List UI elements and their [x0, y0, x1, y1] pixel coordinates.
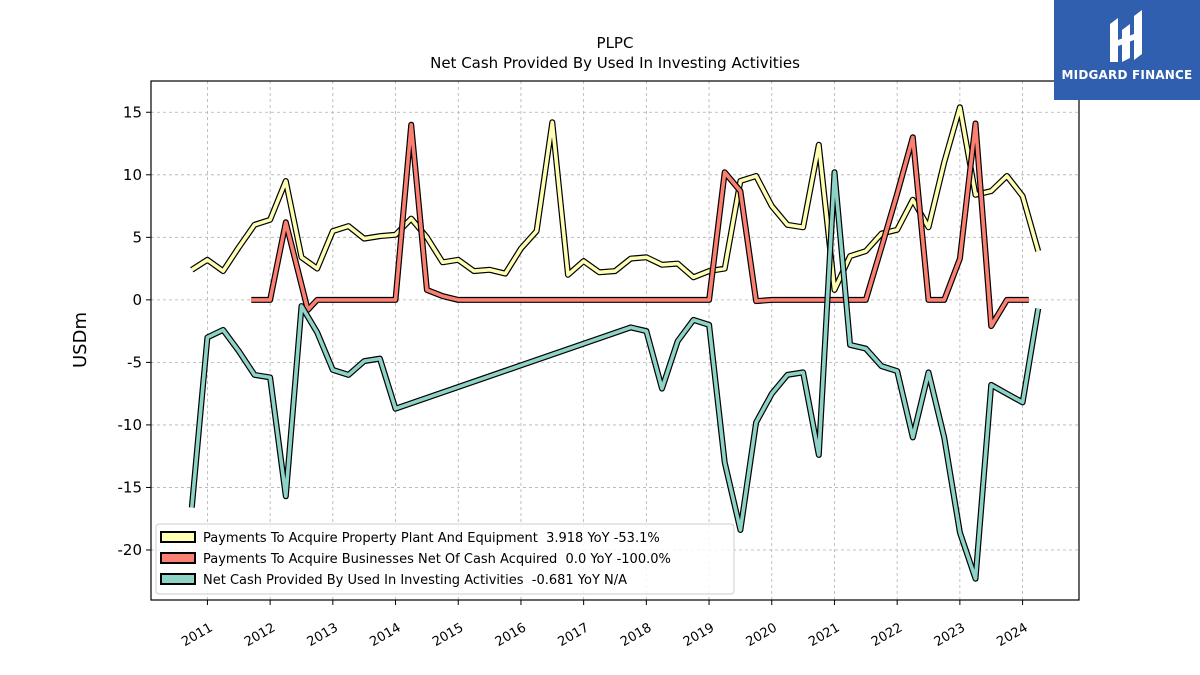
logo-text: MIDGARD FINANCE	[1061, 68, 1193, 82]
x-tick-label: 2024	[994, 620, 1030, 650]
legend-box	[155, 523, 735, 595]
y-ticks: 15 10 5 0 -5 -10 -15 -20	[118, 103, 151, 559]
legend-label-0: Payments To Acquire Property Plant And E…	[203, 531, 660, 546]
x-tick-label: 2020	[744, 620, 780, 650]
series-lines	[188, 104, 1042, 582]
series-outline-1	[251, 120, 1029, 330]
grid-lines	[151, 81, 1079, 600]
y-tick-label: -20	[118, 541, 143, 559]
y-axis-label: USDm	[70, 312, 91, 368]
legend-label-2: Net Cash Provided By Used In Investing A…	[203, 573, 627, 588]
series-line-1	[251, 121, 1029, 328]
y-tick-label: 0	[132, 291, 142, 309]
legend: Payments To Acquire Property Plant And E…	[155, 523, 735, 595]
x-tick-label: 2018	[618, 620, 654, 650]
x-tick-label: 2012	[242, 620, 278, 650]
x-tick-label: 2014	[367, 620, 403, 650]
y-tick-label: 5	[132, 228, 142, 246]
x-tick-label: 2015	[430, 620, 466, 650]
legend-swatch-0	[160, 531, 196, 543]
series-outline-2	[188, 169, 1042, 582]
chart-title: PLPC	[597, 34, 634, 52]
x-tick-label: 2022	[869, 620, 905, 650]
series-line-2	[190, 170, 1040, 581]
logo-mark-icon	[1110, 10, 1142, 62]
y-tick-label: -15	[118, 478, 143, 496]
x-tick-label: 2013	[305, 620, 341, 650]
x-tick-label: 2017	[555, 620, 591, 650]
x-tick-label: 2019	[681, 620, 717, 650]
legend-swatch-2	[160, 573, 196, 585]
x-tick-label: 2016	[493, 620, 529, 650]
legend-swatch-1	[160, 552, 196, 564]
x-tick-label: 2023	[932, 620, 968, 650]
x-tick-label: 2011	[179, 620, 215, 650]
plot-frame	[150, 80, 1080, 601]
y-tick-label: -5	[127, 353, 142, 371]
chart-subtitle: Net Cash Provided By Used In Investing A…	[430, 54, 800, 72]
y-tick-label: -10	[118, 416, 143, 434]
y-tick-label: 10	[123, 166, 142, 184]
x-ticks: 2011 2012 2013 2014 2015 2016 2017 2018 2019 2020…	[179, 600, 1031, 650]
y-tick-label: 15	[123, 103, 142, 121]
series-line-0	[190, 105, 1040, 292]
legend-label-1: Payments To Acquire Businesses Net Of Ca…	[203, 552, 671, 567]
brand-logo: MIDGARD FINANCE	[1054, 0, 1200, 100]
x-tick-label: 2021	[806, 620, 842, 650]
